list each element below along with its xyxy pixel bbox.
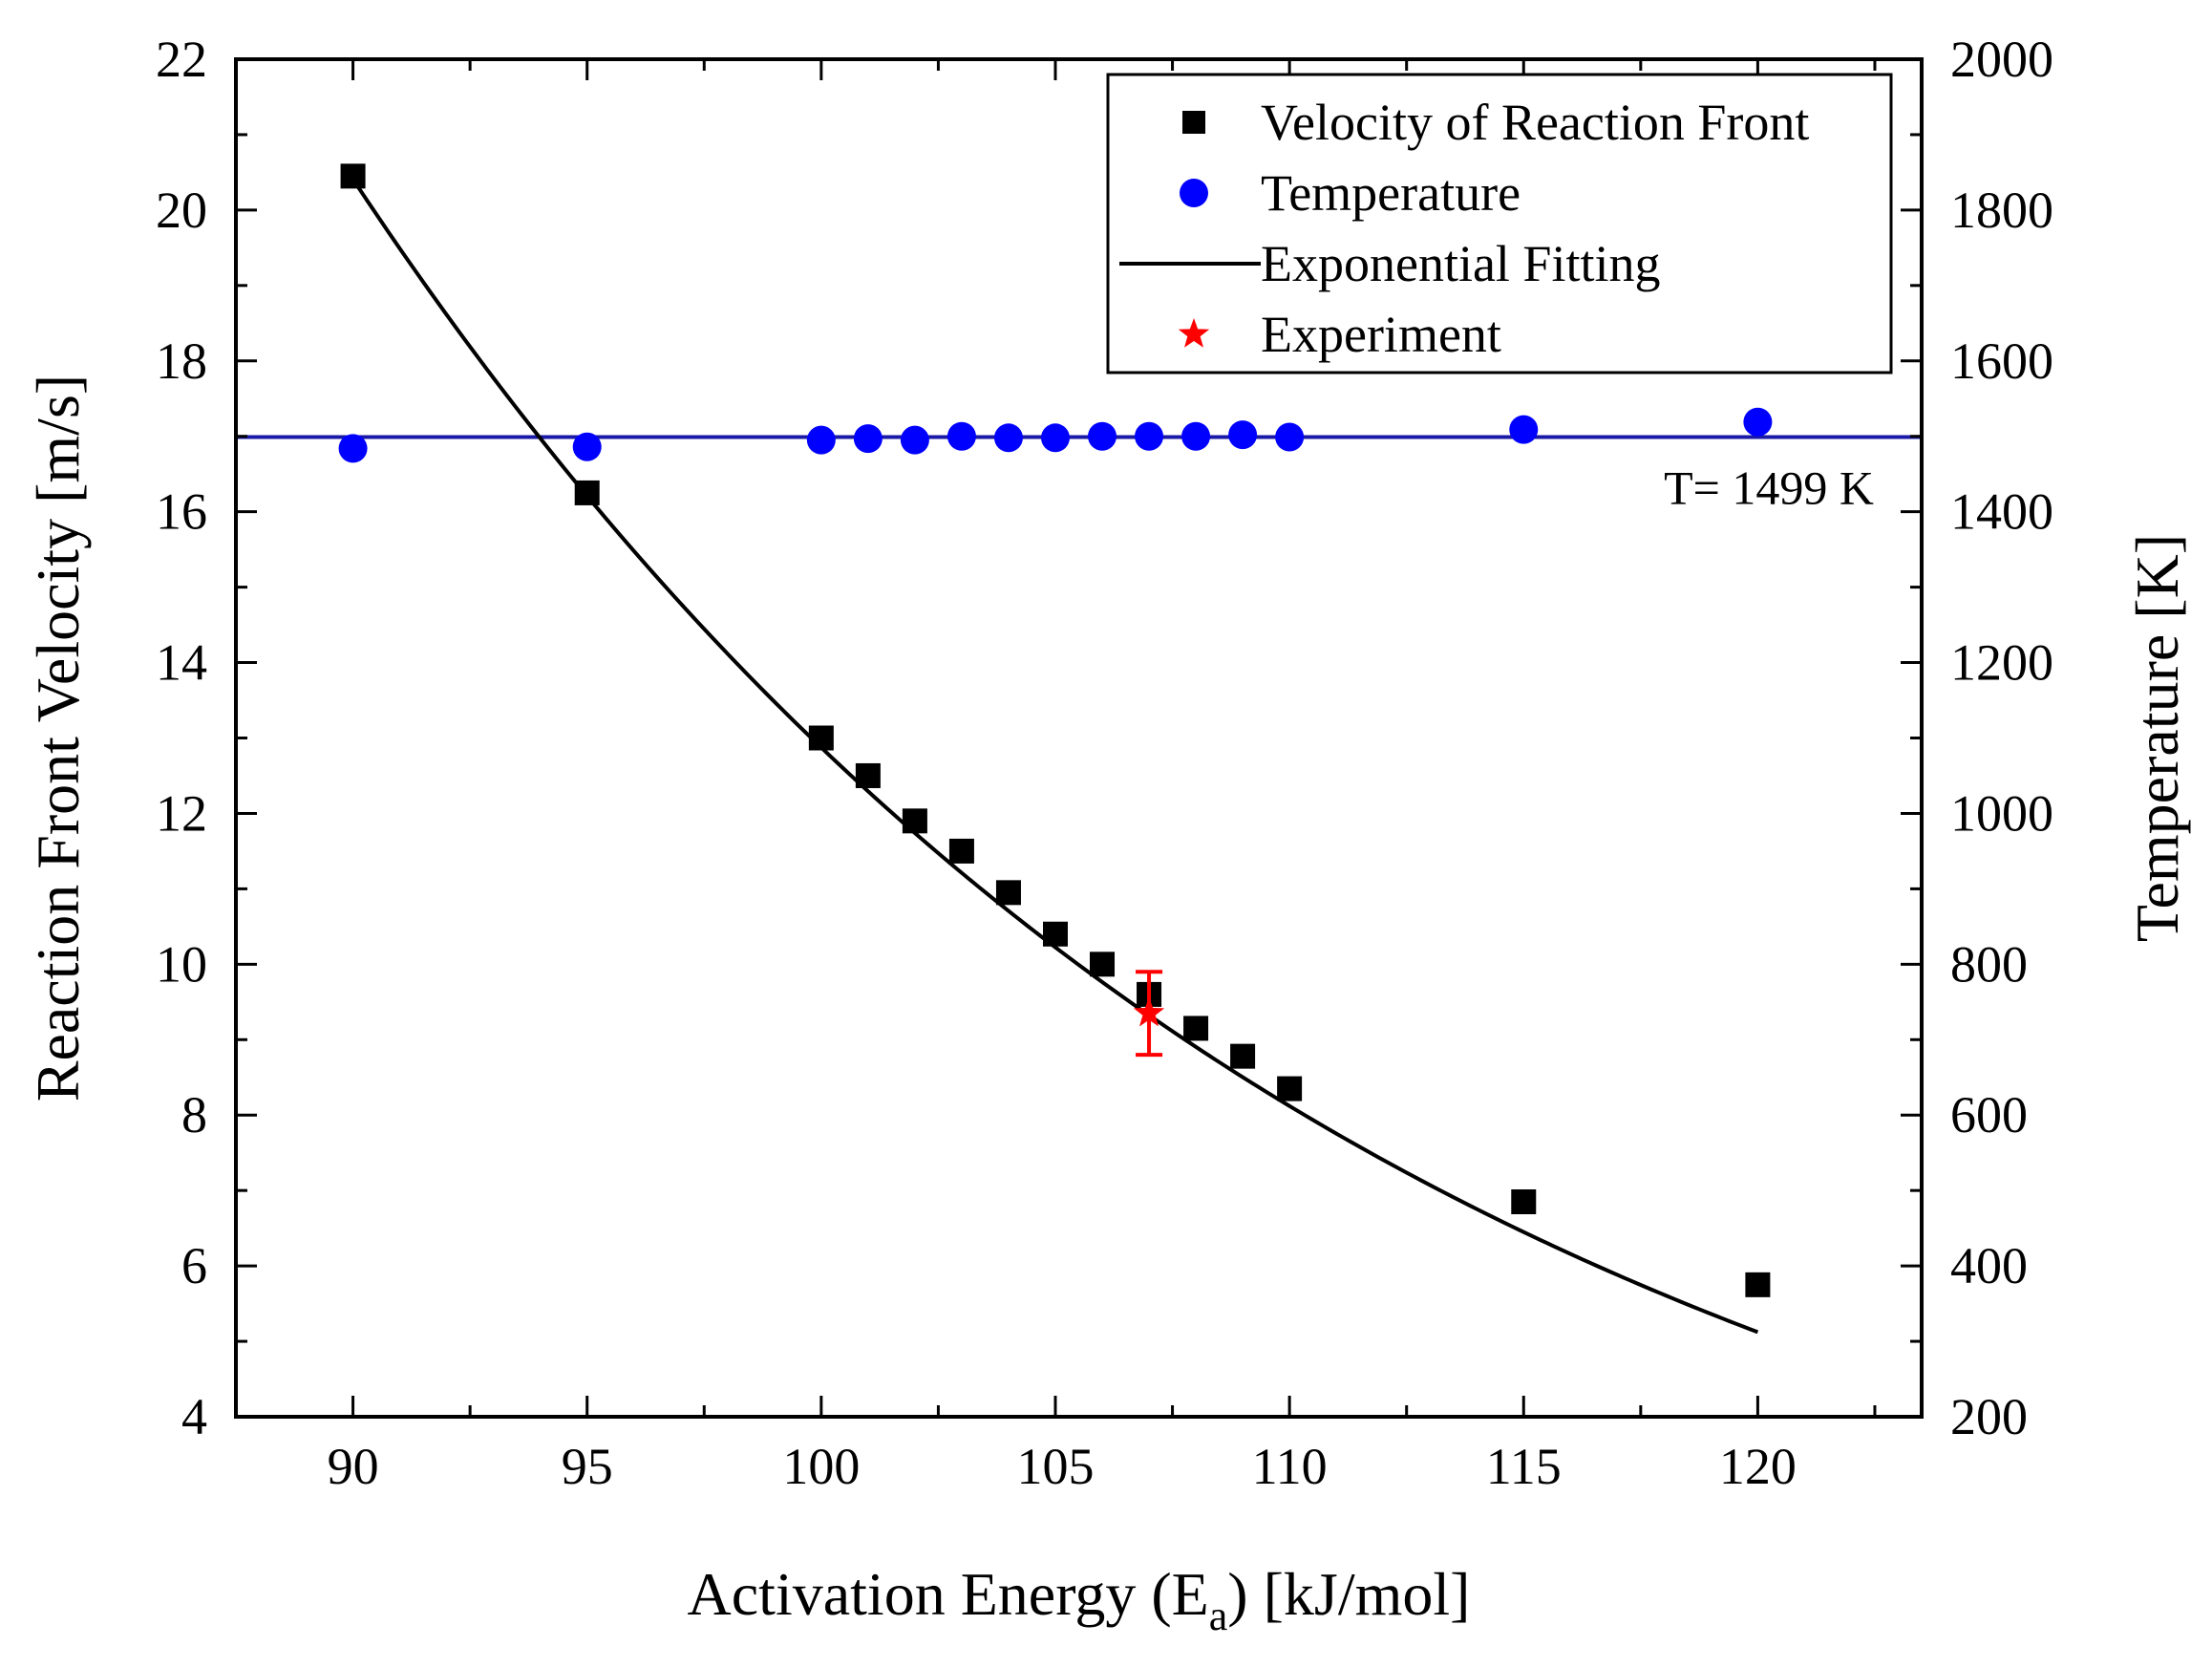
legend-box [1106, 73, 1893, 374]
y2-tick-label: 1800 [1950, 182, 2053, 239]
velocity-point [1277, 1076, 1303, 1101]
velocity-point [995, 880, 1021, 906]
legend-label: Temperature [1261, 164, 1521, 222]
legend: Velocity of Reaction Front Temperature Exp… [1106, 73, 1893, 374]
temperature-point [853, 424, 883, 454]
x-tick-label: 115 [1486, 1438, 1562, 1495]
temperature-point [572, 432, 602, 461]
plot-area: T= 1499 K [236, 163, 1922, 1335]
temperature-point [1228, 420, 1258, 450]
legend-label: Experiment [1261, 306, 1501, 363]
temperature-point [1743, 407, 1773, 437]
legend-label: Exponential Fitting [1261, 235, 1660, 292]
y2-tick-label: 1400 [1950, 483, 2053, 541]
y2-tick-label: 1600 [1950, 332, 2053, 390]
axes: 90 95 100 105 110 115 120 4 6 8 10 12 14 16 18 20 22 200 4… [24, 31, 2191, 1639]
x-axis-title: Activation Energy (Ea) [kJ/mol] [688, 1560, 1471, 1639]
temperature-point [1040, 423, 1070, 453]
y-tick-label: 8 [181, 1086, 207, 1144]
reference-line-label: T= 1499 K [1664, 461, 1874, 515]
y2-tick-label: 1000 [1950, 784, 2053, 842]
velocity-point [902, 808, 927, 834]
temperature-point [946, 421, 976, 451]
x-axis-title-subscript: a [1209, 1593, 1228, 1639]
temperature-point [1275, 422, 1305, 452]
velocity-point [948, 838, 974, 864]
y-tick-label: 6 [181, 1237, 207, 1294]
velocity-point [340, 163, 366, 189]
x-tick-label: 120 [1719, 1438, 1797, 1495]
velocity-point [808, 725, 834, 751]
y-tick-label: 14 [156, 634, 207, 692]
legend-circle-icon [1180, 179, 1208, 207]
velocity-point [1230, 1043, 1256, 1069]
legend-square-icon [1182, 111, 1205, 134]
y-tick-label: 16 [156, 483, 207, 541]
y2-tick-label: 2000 [1950, 31, 2053, 88]
y-tick-label: 18 [156, 332, 207, 390]
y2-tick-label: 400 [1950, 1237, 2028, 1294]
x-tick-label: 100 [782, 1438, 860, 1495]
x-tick-label: 110 [1252, 1438, 1328, 1495]
velocity-point [574, 480, 600, 505]
y-tick-label: 22 [156, 31, 207, 88]
y2-tick-label: 200 [1950, 1388, 2028, 1445]
legend-label: Velocity of Reaction Front [1261, 94, 1809, 151]
velocity-point [1745, 1272, 1771, 1297]
temperature-point [993, 423, 1023, 453]
velocity-point [1183, 1016, 1209, 1041]
x-axis-title-main: Activation Energy (E [688, 1560, 1209, 1628]
x-tick-label: 95 [562, 1438, 613, 1495]
temperature-point [1135, 421, 1164, 451]
temperature-point [1181, 421, 1211, 451]
y-tick-label: 4 [181, 1388, 207, 1445]
y-tick-label: 10 [156, 935, 207, 993]
y2-axis-title: Temperature [K] [2123, 534, 2191, 942]
temperature-point [900, 425, 929, 455]
x-tick-label: 105 [1016, 1438, 1094, 1495]
experiment-point [1133, 996, 1165, 1027]
velocity-point [1511, 1189, 1537, 1215]
temperature-point [1509, 415, 1539, 444]
velocity-point [1090, 952, 1116, 977]
y-tick-label: 12 [156, 784, 207, 842]
velocity-point [1042, 921, 1068, 947]
y-axis-title: Reaction Front Velocity [m/s] [24, 374, 92, 1101]
legend-star-icon [1178, 318, 1210, 348]
x-axis-title-tail: ) [kJ/mol] [1227, 1560, 1470, 1628]
temperature-point [806, 425, 836, 455]
y2-tick-label: 600 [1950, 1086, 2028, 1144]
y2-tick-label: 800 [1950, 935, 2028, 993]
temperature-point [1088, 421, 1117, 451]
y2-tick-label: 1200 [1950, 634, 2053, 692]
temperature-point [338, 434, 368, 463]
velocity-point [855, 762, 881, 788]
y-tick-label: 20 [156, 182, 207, 239]
x-tick-label: 90 [328, 1438, 379, 1495]
